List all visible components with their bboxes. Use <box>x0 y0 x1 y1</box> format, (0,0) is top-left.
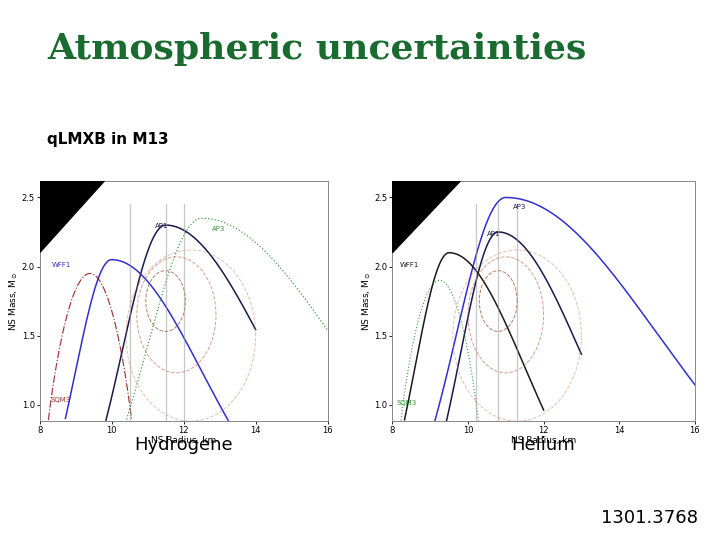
Y-axis label: NS Mass, M$_\odot$: NS Mass, M$_\odot$ <box>8 271 20 331</box>
Text: AP3: AP3 <box>212 226 226 232</box>
Text: AP1: AP1 <box>155 223 168 229</box>
Text: WFF1: WFF1 <box>400 261 419 267</box>
Polygon shape <box>392 181 461 253</box>
Y-axis label: NS Mass, M$_\odot$: NS Mass, M$_\odot$ <box>361 271 373 331</box>
X-axis label: NS Radius, km: NS Radius, km <box>151 436 216 446</box>
Text: SQM3: SQM3 <box>50 397 71 403</box>
Text: WFF1: WFF1 <box>52 261 71 267</box>
Text: Hydrogene: Hydrogene <box>135 436 233 455</box>
X-axis label: NS Radius, km: NS Radius, km <box>511 436 576 446</box>
Text: 1301.3768: 1301.3768 <box>601 509 698 528</box>
Text: AP3: AP3 <box>513 204 527 210</box>
Text: qLMXB in M13: qLMXB in M13 <box>47 132 168 147</box>
Text: Atmospheric uncertainties: Atmospheric uncertainties <box>47 32 586 66</box>
Text: AP1: AP1 <box>487 231 500 237</box>
Polygon shape <box>40 181 104 253</box>
Text: SQM3: SQM3 <box>396 400 416 406</box>
Text: Helium: Helium <box>512 436 575 455</box>
